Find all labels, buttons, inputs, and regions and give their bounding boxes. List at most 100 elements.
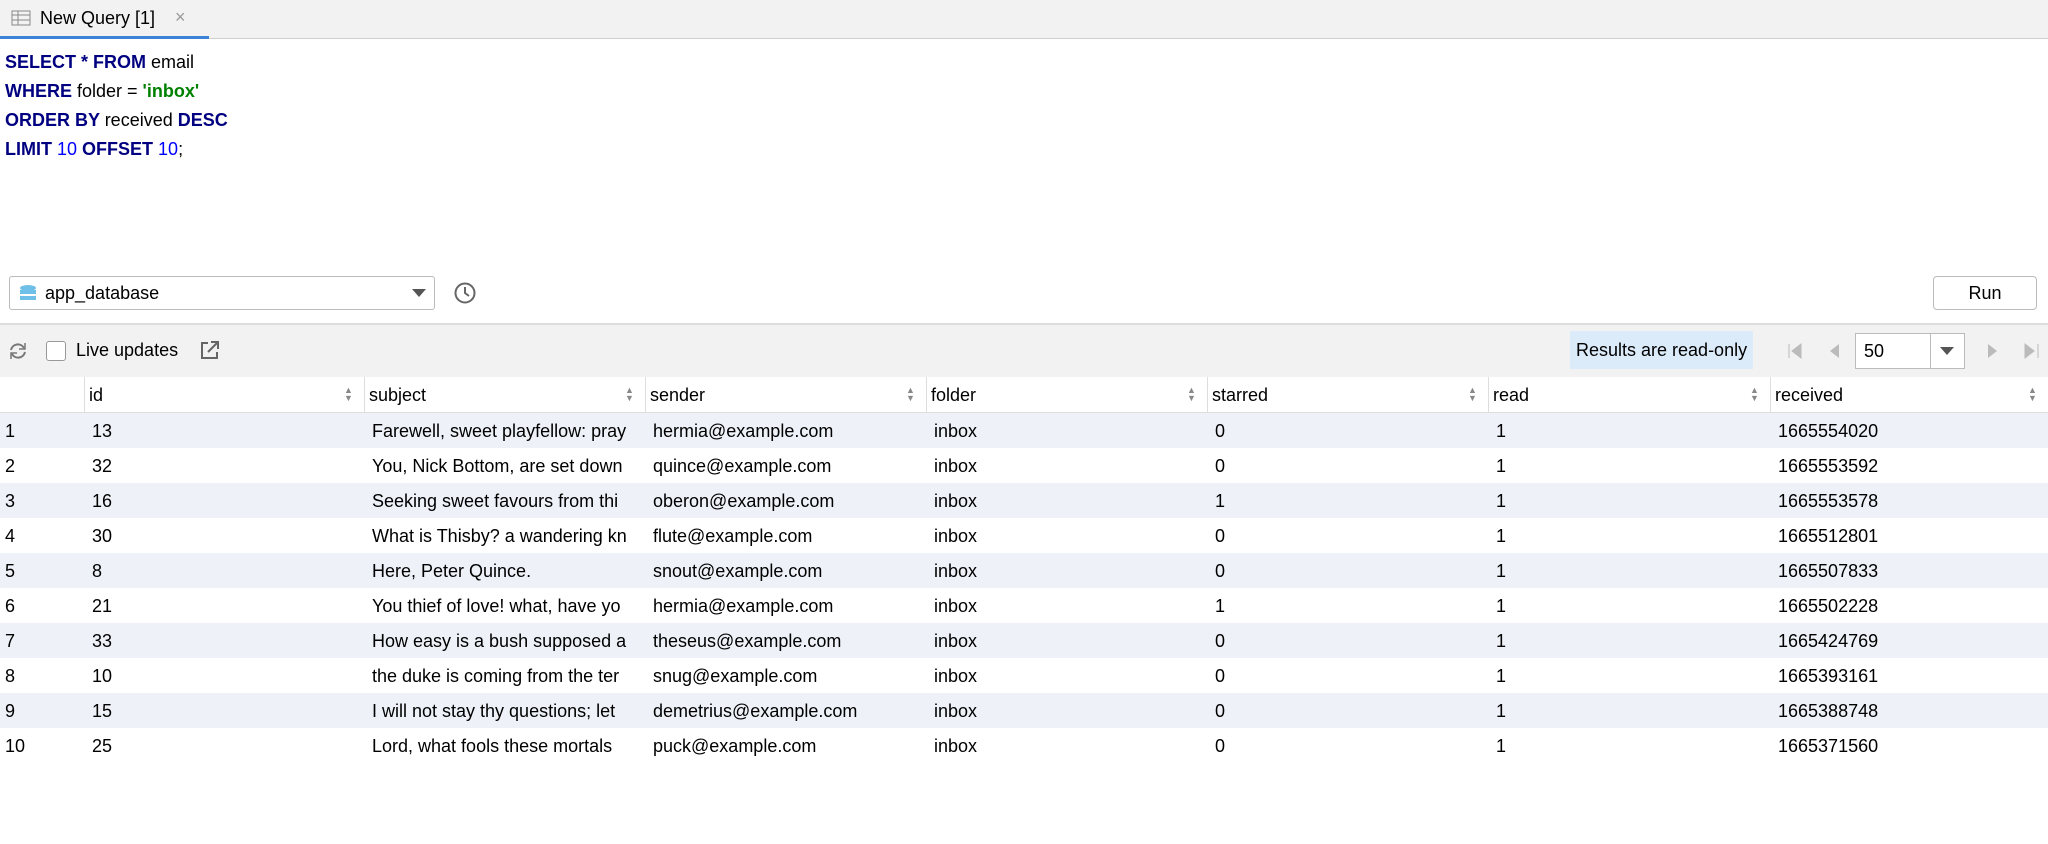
table-cell: 4 xyxy=(5,526,16,546)
table-cell: 1 xyxy=(5,421,16,441)
table-cell: You, Nick Bottom, are set down xyxy=(372,456,623,476)
live-updates-label: Live updates xyxy=(76,340,179,360)
sort-icon: ▲ ▼ xyxy=(344,385,353,403)
table-cell: 21 xyxy=(92,596,113,616)
column-divider xyxy=(84,377,85,412)
table-cell: 30 xyxy=(92,526,113,546)
dropdown-arrow xyxy=(1940,347,1954,355)
table-cell: 1 xyxy=(1496,736,1507,756)
table-cell: 1 xyxy=(1496,631,1507,651)
code-token: ; xyxy=(178,139,184,159)
table-cell: 0 xyxy=(1215,666,1226,686)
table-cell: What is Thisby? a wandering kn xyxy=(372,526,627,546)
column-divider xyxy=(926,377,927,412)
table-cell: 1 xyxy=(1496,526,1507,546)
table-cell: 1 xyxy=(1496,456,1507,476)
table-cell: hermia@example.com xyxy=(653,596,834,616)
column-header[interactable]: sender xyxy=(650,385,706,405)
table-cell: 1665424769 xyxy=(1778,631,1879,651)
history-icon[interactable] xyxy=(453,281,477,305)
table-cell: 1 xyxy=(1496,701,1507,721)
table-cell: 1 xyxy=(1215,491,1226,511)
code-token: folder = xyxy=(77,81,143,101)
table-cell: 1665553592 xyxy=(1778,456,1879,476)
column-header[interactable]: starred xyxy=(1212,385,1269,405)
sort-icon: ▲ ▼ xyxy=(1468,385,1477,403)
table-row xyxy=(0,658,2048,693)
table-cell: inbox xyxy=(934,456,978,476)
column-divider xyxy=(1488,377,1489,412)
table-cell: 3 xyxy=(5,491,16,511)
table-cell: oberon@example.com xyxy=(653,491,835,511)
table-cell: 9 xyxy=(5,701,16,721)
table-cell: Here, Peter Quince. xyxy=(372,561,532,581)
table-row xyxy=(0,623,2048,658)
column-header[interactable]: received xyxy=(1775,385,1844,405)
column-header[interactable]: folder xyxy=(931,385,977,405)
code-line: LIMIT 10 OFFSET 10; xyxy=(5,139,183,161)
run-button[interactable]: Run xyxy=(1933,276,2037,310)
table-cell: Seeking sweet favours from thi xyxy=(372,491,619,511)
tab-close[interactable]: × xyxy=(175,7,186,27)
table-cell: inbox xyxy=(934,491,978,511)
column-header[interactable]: read xyxy=(1493,385,1530,405)
column-divider xyxy=(364,377,365,412)
table-cell: Farewell, sweet playfellow: pray xyxy=(372,421,627,441)
sort-icon: ▲ ▼ xyxy=(1187,385,1196,403)
live-checkbox[interactable] xyxy=(46,341,66,361)
table-cell: inbox xyxy=(934,736,978,756)
table-row xyxy=(0,588,2048,623)
code-token: 10 xyxy=(57,139,78,159)
table-cell: snug@example.com xyxy=(653,666,818,686)
results-toolbar: Live updates Results are read-only 50 xyxy=(0,323,2048,379)
page-size-select[interactable]: 50 xyxy=(1855,333,1965,369)
export-icon[interactable] xyxy=(200,340,220,360)
column-header[interactable]: subject xyxy=(369,385,427,405)
table-cell: How easy is a bush supposed a xyxy=(372,631,627,651)
page-size: 50 xyxy=(1864,341,1885,361)
table-cell: inbox xyxy=(934,701,978,721)
code-token: received xyxy=(104,110,178,130)
tab-title: New Query [1] xyxy=(40,8,156,28)
database-select[interactable]: app_database xyxy=(9,276,435,310)
table-cell: the duke is coming from the ter xyxy=(372,666,620,686)
code-token: 'inbox' xyxy=(142,81,200,101)
table-cell: Lord, what fools these mortals xyxy=(372,736,613,756)
table-cell: 1665502228 xyxy=(1778,596,1879,616)
column-divider xyxy=(1770,377,1771,412)
code-line: ORDER BY received DESC xyxy=(5,110,228,132)
table-cell: 2 xyxy=(5,456,16,476)
table-cell: 1665512801 xyxy=(1778,526,1879,546)
read-only-notice: Results are read-only xyxy=(1570,331,1754,369)
db-icon xyxy=(20,285,36,300)
table-cell: 32 xyxy=(92,456,113,476)
sort-icon: ▲ ▼ xyxy=(625,385,634,403)
table-cell: 1665553578 xyxy=(1778,491,1879,511)
table-cell: inbox xyxy=(934,561,978,581)
table-cell: 1665388748 xyxy=(1778,701,1879,721)
column-divider xyxy=(1207,377,1208,412)
table-cell: quince@example.com xyxy=(653,456,832,476)
tab[interactable]: New Query [1] × xyxy=(0,0,209,39)
table-cell: 0 xyxy=(1215,736,1226,756)
sort-icon: ▲ ▼ xyxy=(2028,385,2037,403)
refresh-icon[interactable] xyxy=(8,341,28,361)
column-header[interactable]: id xyxy=(89,385,104,405)
dropdown-arrow xyxy=(412,289,426,297)
sort-icon: ▲ ▼ xyxy=(1750,385,1759,403)
sql-editor[interactable]: SELECT * FROM email WHERE folder = 'inbox… xyxy=(5,52,2005,232)
table-cell: 15 xyxy=(92,701,113,721)
table-cell: 1665554020 xyxy=(1778,421,1879,441)
table-cell: 1 xyxy=(1496,561,1507,581)
table-cell: 0 xyxy=(1215,526,1226,546)
code-token: LIMIT xyxy=(5,139,57,159)
table-cell: snout@example.com xyxy=(653,561,823,581)
table-cell: hermia@example.com xyxy=(653,421,834,441)
table-cell: 1 xyxy=(1496,596,1507,616)
code-token: DESC xyxy=(177,110,228,130)
table-cell: 1665393161 xyxy=(1778,666,1879,686)
code-line: WHERE folder = 'inbox' xyxy=(5,81,199,103)
code-token: email xyxy=(151,52,195,72)
table-cell: 5 xyxy=(5,561,16,581)
